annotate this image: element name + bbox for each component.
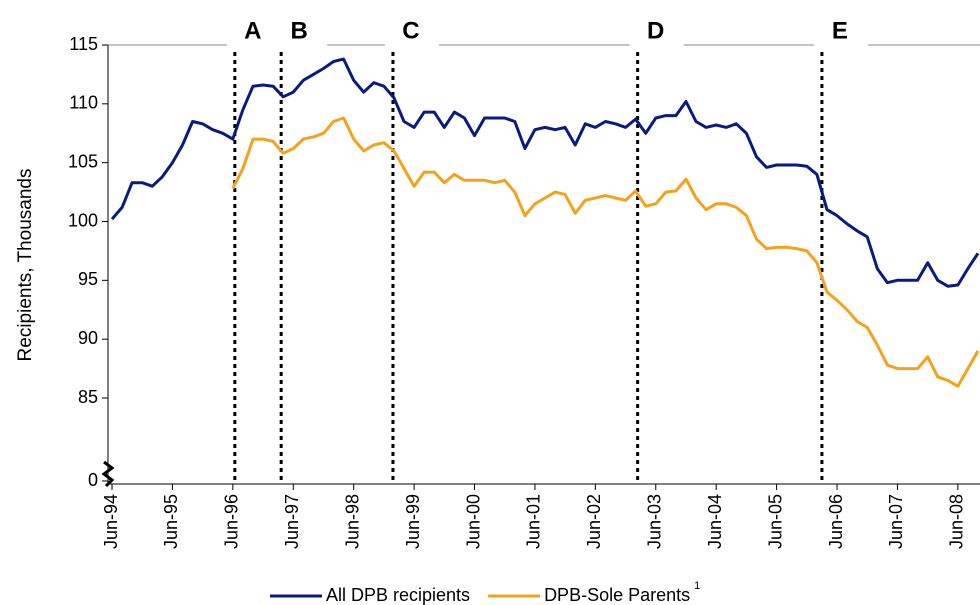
y-tick-label: 95 [78,269,98,289]
x-tick-label: Jun-07 [886,494,906,549]
x-tick-label: Jun-06 [826,494,846,549]
legend-label: DPB-Sole Parents [544,585,690,605]
period-label: C [402,17,419,44]
period-label: B [291,17,308,44]
legend-label: All DPB recipients [326,585,470,605]
series-line [110,57,980,288]
x-tick-label: Jun-05 [765,494,785,549]
y-tick-label: 85 [78,387,98,407]
period-label-bg [226,42,281,50]
x-tick-label: Jun-08 [947,494,967,549]
period-label-bg [384,42,439,50]
x-tick-label: Jun-99 [403,494,423,549]
x-tick-label: Jun-95 [161,494,181,549]
period-label: E [832,17,848,44]
period-label: D [647,17,664,44]
x-tick-label: Jun-94 [101,494,121,549]
period-label: A [244,17,261,44]
x-tick-label: Jun-02 [584,494,604,549]
x-tick-label: Jun-98 [342,494,362,549]
y-tick-label: 90 [78,328,98,348]
y-tick-label: 110 [69,93,98,113]
period-label-bg [629,42,684,50]
y-axis-label: Recipients, Thousands [15,169,36,362]
x-tick-label: Jun-00 [463,494,483,549]
y-tick-label: 100 [68,210,98,230]
y-tick-label: 0 [88,470,98,490]
x-tick-label: Jun-04 [705,494,725,549]
series-line [231,116,980,388]
x-tick-label: Jun-03 [645,494,665,549]
period-label-bg [273,42,328,50]
x-tick-label: Jun-97 [282,494,302,549]
y-tick-label: 105 [68,151,98,171]
x-tick-label: Jun-01 [524,494,544,549]
y-tick-label: 115 [69,34,98,54]
legend-note: 1 [694,580,700,592]
axis-break [101,460,115,488]
period-label-bg [813,42,868,50]
x-tick-label: Jun-96 [222,494,242,549]
